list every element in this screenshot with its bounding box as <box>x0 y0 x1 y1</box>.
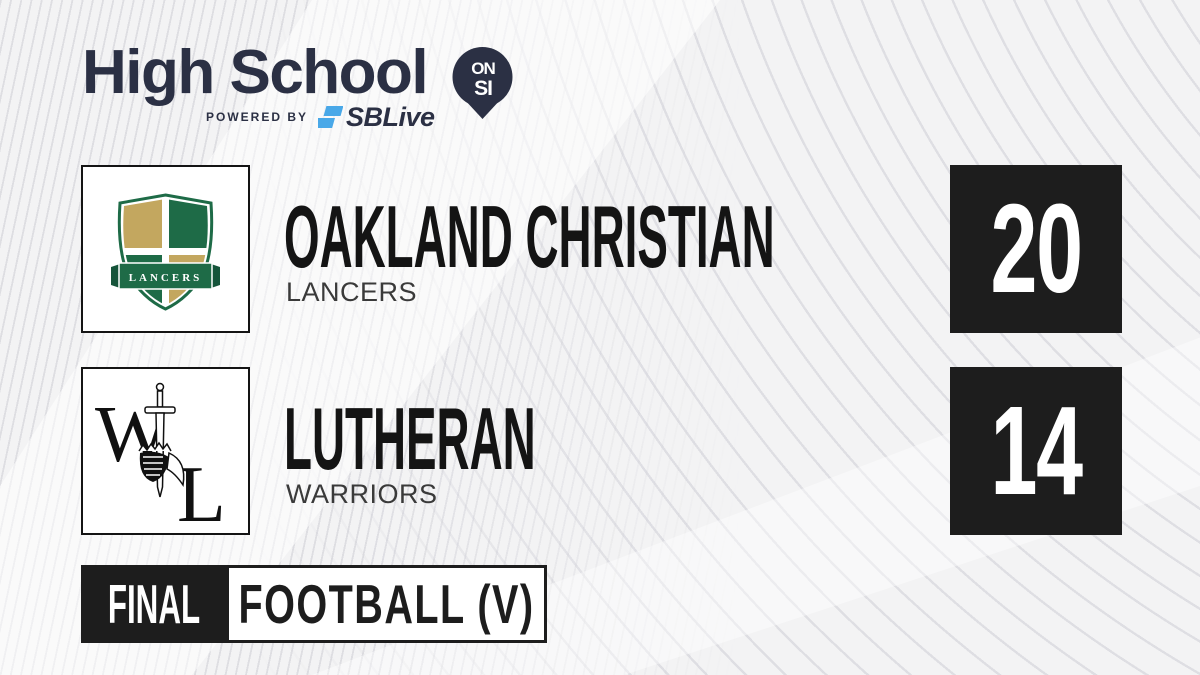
pin-text-si: SI <box>474 77 492 100</box>
lancers-banner-text: LANCERS <box>129 272 203 284</box>
team-score: 20 <box>990 178 1083 319</box>
sblive-wordmark: SBLive <box>346 101 435 132</box>
powered-by-label: POWERED BY <box>206 110 309 124</box>
pin-text-on: ON <box>471 59 495 78</box>
oakland-christian-shield-logo: LANCERS <box>111 193 220 311</box>
sport-label: FOOTBALL (V) <box>238 573 535 635</box>
lutheran-wl-logo: W L <box>95 382 226 533</box>
team-score-box: 20 <box>950 165 1122 333</box>
lutheran-logo-box: W L <box>81 367 250 535</box>
high-school-wordmark: High School <box>82 38 429 107</box>
team-mascot: LANCERS <box>286 277 418 307</box>
team-mascot: WARRIORS <box>286 479 438 509</box>
sblive-logo: SBLive <box>318 101 435 132</box>
team-row-lutheran: W L LUTHERAN <box>0 367 1200 535</box>
oakland-christian-logo-box: LANCERS <box>81 165 250 333</box>
final-status-badge: FINAL <box>81 565 226 643</box>
final-status-label: FINAL <box>107 573 200 635</box>
team-row-oakland-christian: LANCERS OAKLAND CHRISTIAN LANCERS 20 <box>0 165 1200 333</box>
sport-badge: FOOTBALL (V) <box>226 565 547 643</box>
team-score-box: 14 <box>950 367 1122 535</box>
status-bar: FINAL FOOTBALL (V) <box>81 565 547 643</box>
on-si-pin-icon: ON SI <box>452 47 513 119</box>
team-name: OAKLAND CHRISTIAN <box>284 187 775 286</box>
powered-by-row: POWERED BY SBLive <box>206 101 435 133</box>
sblive-icon <box>318 105 344 128</box>
knight-helmet-shape <box>138 441 185 487</box>
team-name: LUTHERAN <box>284 389 536 488</box>
team-score: 14 <box>990 380 1083 521</box>
monogram-l: L <box>177 451 226 533</box>
